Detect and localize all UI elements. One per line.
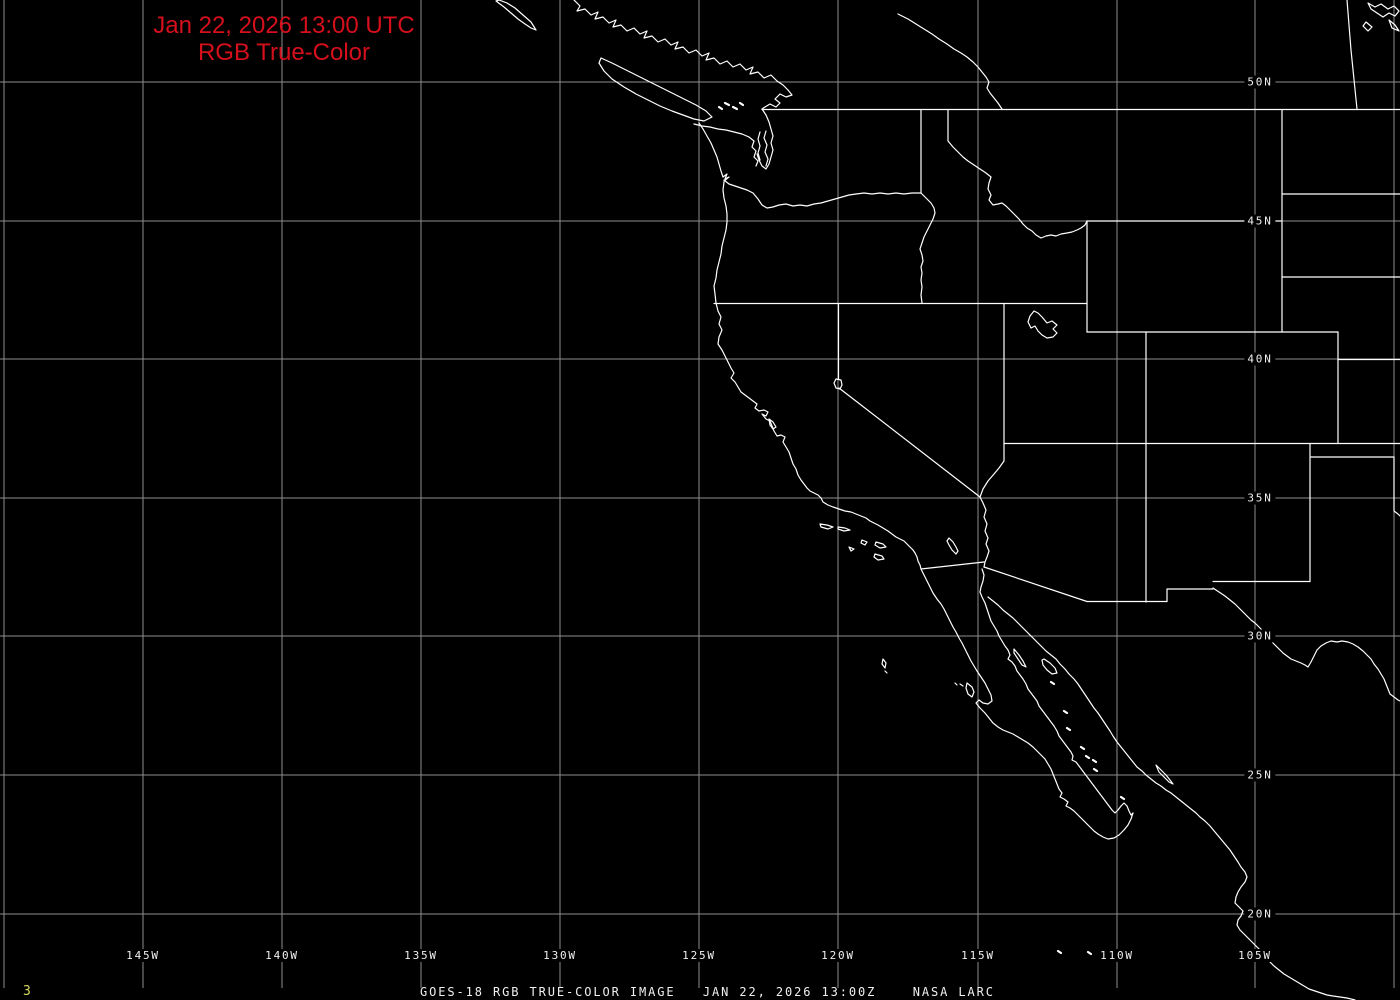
map-path-nm-bootheel-border (1166, 588, 1214, 603)
map-path-vancouver-island (598, 57, 713, 122)
lon-label: 120W (819, 949, 857, 962)
map-path-san-francisco-bay (768, 418, 777, 430)
lat-label: 30N (1244, 629, 1276, 643)
map-path-bc-ab-border (897, 13, 1003, 110)
map-path-tx-ok-border-100w-red-river (1393, 456, 1400, 517)
map-path-pacific-coastline (713, 181, 1134, 840)
caption-text: GOES-18 RGB TRUE-COLOR IMAGE JAN 22, 202… (420, 985, 995, 999)
map-path-bc-coastline (573, 0, 793, 110)
map-path-great-salt-lake (1027, 310, 1058, 339)
map-path-baja-gulf-coast (979, 568, 1134, 816)
lon-label: 125W (680, 949, 718, 962)
map-path-rio-grande (1212, 587, 1400, 702)
lon-label: 130W (541, 949, 579, 962)
map-path-olympic-north-shore (693, 123, 750, 138)
lon-label: 135W (402, 949, 440, 962)
map-path-channel-islands (819, 523, 887, 561)
lon-label: 105W (1236, 949, 1274, 962)
map-path-socorro-islands (1056, 949, 1093, 956)
lat-label: 50N (1244, 75, 1276, 89)
map-path-ca-mx-border (920, 561, 985, 570)
map-path-sk-mb-border (1346, 0, 1358, 110)
map-path-or-id-border-snake (919, 192, 936, 304)
map-path-guadalupe-island (881, 658, 888, 674)
map-path-isla-tiburon (1041, 658, 1058, 675)
map-path-gulf-islands (717, 101, 745, 111)
map-path-cedros-island (954, 682, 975, 698)
map-path-haida-gwaii-island (495, 0, 537, 31)
map-path-manitoba-lakes (1362, 2, 1400, 32)
lat-label: 35N (1244, 491, 1276, 505)
lat-label: 40N (1244, 352, 1276, 366)
lon-label: 115W (959, 949, 997, 962)
map-path-ca-nv-border-diagonal (838, 387, 981, 498)
map-path-colorado-river (979, 496, 990, 568)
lon-label: 110W (1098, 949, 1136, 962)
map-path-sinaloa-barrier-island (1155, 764, 1174, 785)
image-annotation: Jan 22, 2026 13:00 UTC RGB True-Color (153, 12, 415, 66)
lon-label: 140W (263, 949, 301, 962)
map-path-puget-mainland-shore (756, 108, 774, 170)
map-path-puget-sound-inlets (748, 130, 769, 167)
frame-number: 3 (23, 984, 31, 999)
map-path-mt-id-border (947, 109, 1088, 239)
map-path-columbia-river-border (723, 179, 922, 209)
map-path-sonora-sinaloa-coast (987, 596, 1356, 1000)
map-path-salton-sea (946, 537, 959, 555)
lat-label: 20N (1244, 907, 1276, 921)
map-path-isla-angel-de-la-guarda (1013, 648, 1027, 668)
map-path-nv-az-border (979, 442, 1005, 498)
annotation-datetime: Jan 22, 2026 13:00 UTC (153, 12, 415, 39)
lat-label: 25N (1244, 768, 1276, 782)
map-path-gulf-small-islands (1049, 680, 1126, 801)
map-path-wa-outer-coast (698, 122, 730, 182)
lat-label: 45N (1244, 214, 1276, 228)
map-path-az-mx-border (983, 566, 1088, 603)
lon-label: 145W (124, 949, 162, 962)
annotation-product: RGB True-Color (197, 39, 371, 66)
